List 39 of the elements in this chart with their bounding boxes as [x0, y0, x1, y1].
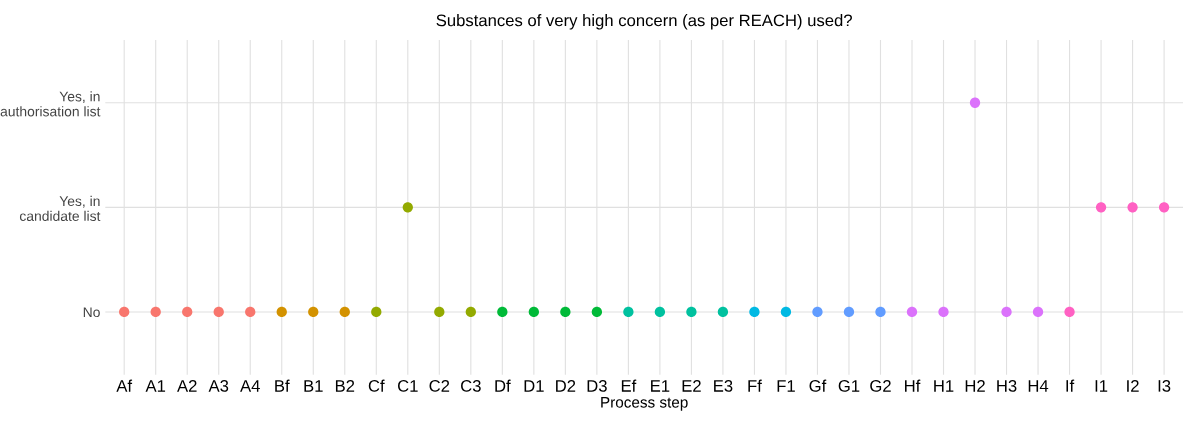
x-tick-label: C1 — [398, 379, 418, 392]
x-tick-label: A4 — [240, 380, 260, 392]
x-tick-label: F1 — [777, 380, 795, 392]
x-tick-label: Ff — [748, 379, 762, 392]
x-tick-label: I1 — [1095, 380, 1108, 392]
x-tick-label: C2 — [429, 379, 450, 392]
x-tick-label: E1 — [651, 380, 670, 392]
chart-title: Substances of very high concern (as per REACH) used? — [436, 14, 852, 30]
x-tick-label: If — [1066, 379, 1075, 392]
x-tick-label: H2 — [965, 379, 985, 392]
category-label: Yes, in authorisation list — [0, 91, 101, 117]
category-label: No — [83, 307, 100, 318]
x-tick-label: H4 — [1028, 380, 1049, 392]
x-tick-label: G2 — [870, 379, 891, 392]
x-tick-label: Hf — [905, 379, 921, 392]
x-tick-label: A3 — [208, 379, 229, 392]
x-tick-label: D2 — [556, 379, 576, 392]
x-tick-label: A1 — [145, 380, 166, 392]
x-tick-label: Bf — [275, 379, 290, 392]
x-tick-label: H1 — [934, 380, 954, 392]
x-tick-label: Ef — [621, 379, 637, 392]
x-tick-label: H3 — [997, 379, 1017, 392]
x-tick-label: D3 — [587, 379, 607, 392]
x-tick-label: I2 — [1127, 379, 1139, 392]
x-tick-label: E2 — [682, 379, 701, 392]
x-tick-label: E3 — [714, 379, 733, 392]
x-tick-label: Af — [116, 379, 133, 392]
x-tick-label: C3 — [461, 379, 481, 392]
x-tick-label: B1 — [304, 380, 323, 392]
x-tick-label: Df — [495, 379, 511, 392]
x-tick-label: I3 — [1158, 379, 1171, 392]
x-tick-label: Gf — [809, 379, 827, 392]
x-tick-label: G1 — [838, 379, 860, 392]
x-tick-label: Cf — [368, 379, 385, 392]
x-tick-label: A2 — [177, 379, 197, 392]
x-tick-label: D1 — [524, 380, 544, 392]
category-label: Yes, in candidate list — [19, 195, 101, 221]
x-axis-title: Process step — [601, 397, 688, 411]
x-tick-label: B2 — [335, 379, 355, 392]
